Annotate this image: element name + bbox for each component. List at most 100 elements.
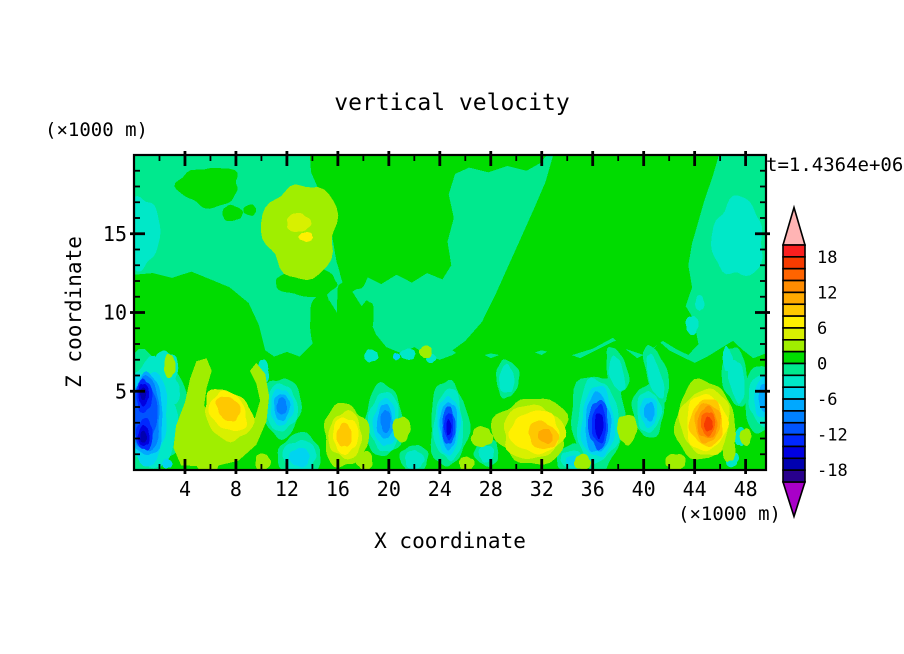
colorbar: 18 12 6 0 -6 -12 -18	[781, 204, 848, 520]
teal-fleck-band-b	[399, 348, 416, 360]
teal-fleck-band-a	[364, 349, 379, 363]
chartreuse-fleck-right-b	[739, 428, 752, 447]
colorbar-box	[782, 267, 806, 282]
teal-streak-5-tail	[608, 355, 626, 392]
colorbar-box	[782, 374, 806, 389]
blue-downdraft-3-core	[380, 410, 391, 433]
cyan-dot-bottom-left	[162, 458, 173, 469]
colorbar-box	[782, 338, 806, 353]
teal-patch-mid-a	[499, 363, 515, 393]
colorbar-box	[782, 291, 806, 306]
navy-downdraft-4-dot	[446, 419, 452, 436]
orange-updraft-3-dot	[537, 428, 553, 444]
colorbar-box	[782, 445, 806, 460]
chartreuse-fleck-band	[418, 345, 432, 359]
chartreuse-fleck-right-a	[722, 435, 736, 462]
colorbar-box	[782, 303, 806, 317]
z-tick-labels: 5 10 15	[103, 222, 127, 404]
colorbar-box	[782, 433, 806, 448]
colorbar-box	[782, 315, 806, 329]
x-tick-label: 24	[428, 477, 452, 501]
colorbar-label: 18	[817, 248, 837, 268]
teal-streak-6-tail	[646, 353, 665, 399]
teal-patch-low-b	[405, 450, 425, 470]
colorbar-box	[782, 386, 806, 400]
colorbar-box	[782, 410, 806, 424]
x-tick-label: 36	[581, 477, 605, 501]
teal-fleck-right-mid-b	[695, 294, 705, 311]
chartreuse-fleck-b	[470, 426, 494, 448]
green-finger-mid-b	[336, 281, 356, 345]
green-patch-top-left	[174, 167, 238, 209]
colorbar-box	[782, 279, 806, 294]
colorbar-box	[782, 244, 806, 258]
chartreuse-finger-e	[573, 453, 591, 470]
yellowgreen-updraft-upper-core	[286, 213, 312, 232]
colorbar-box	[782, 327, 806, 341]
green-dot-upper-left-a	[222, 204, 243, 222]
colorbar-box	[782, 362, 806, 377]
chartreuse-fleck-c	[617, 414, 638, 446]
axis-ticks	[130, 151, 770, 474]
green-dot-upper-left-b	[243, 204, 256, 216]
teal-streak-right-a	[727, 359, 745, 404]
chartreuse-finger-c	[355, 451, 373, 470]
colorbar-box	[782, 350, 806, 365]
chartreuse-fleck-a	[392, 416, 411, 443]
x-tick-label: 20	[377, 477, 401, 501]
teal-streak-right-b	[722, 345, 734, 372]
green-region-right	[452, 155, 719, 360]
x-axis-units-label: (×1000 m)	[678, 503, 781, 525]
cyan-patch-low-a	[289, 447, 310, 468]
z-tick-label: 5	[115, 379, 127, 403]
chartreuse-finger-f	[665, 453, 686, 470]
green-finger-mid-a	[310, 293, 332, 347]
z-axis-title: Z coordinate	[62, 236, 86, 388]
x-tick-label: 28	[479, 477, 503, 501]
chartreuse-finger-d	[458, 456, 475, 470]
teal-fleck-right-mid-a	[685, 315, 699, 335]
colorbar-box	[782, 469, 806, 483]
red-updraft-4-core	[704, 416, 713, 432]
navy-core-left-lower	[140, 430, 148, 443]
colorbar-box	[782, 398, 806, 412]
colorbar-box	[782, 421, 806, 436]
x-tick-label: 48	[734, 477, 758, 501]
z-tick-label: 15	[103, 222, 127, 246]
chartreuse-updraft-upper	[260, 184, 339, 281]
cyan-fleck-band	[393, 353, 401, 361]
amber-updraft-1-core	[215, 396, 241, 422]
chartreuse-fleck-left-high	[164, 353, 176, 378]
navy-downdraft-5-dot	[594, 413, 604, 440]
x-tick-label: 44	[683, 477, 707, 501]
x-tick-labels: 4 8 12 16 20 24 28 32 36 40 44 48	[179, 477, 758, 501]
colorbar-label: -6	[817, 390, 837, 410]
colorbar-box	[782, 256, 806, 270]
x-tick-label: 32	[530, 477, 554, 501]
plot-title: vertical velocity	[334, 90, 569, 116]
x-axis-title: X coordinate	[374, 529, 526, 553]
x-tick-label: 8	[230, 477, 242, 501]
green-patch-right-of-upper-updraft	[336, 221, 371, 293]
x-tick-label: 16	[326, 477, 350, 501]
colorbar-label: 0	[817, 355, 827, 375]
teal-patch-low-c	[478, 444, 495, 463]
chartreuse-updraft-1-swirl	[173, 358, 270, 467]
x-tick-label: 12	[275, 477, 299, 501]
teal-patch-top-left-edge	[134, 196, 161, 272]
z-axis-units-label: (×1000 m)	[45, 119, 148, 141]
x-tick-label: 40	[632, 477, 656, 501]
blue-downdraft-2-core	[276, 397, 288, 415]
amber-updraft-2-core	[336, 422, 352, 447]
yellow-updraft-upper-dot	[298, 232, 313, 242]
chartreuse-finger-b	[255, 453, 272, 470]
colorbar-label: 12	[817, 283, 837, 303]
green-finger-mid-c	[357, 300, 374, 349]
lightblue-downdraft-6	[643, 401, 655, 422]
colorbar-box	[782, 457, 806, 471]
teal-fleck-left-mid	[164, 376, 180, 405]
colorbar-label: -18	[817, 461, 848, 481]
time-annotation: t=1.4364e+06	[766, 154, 903, 176]
